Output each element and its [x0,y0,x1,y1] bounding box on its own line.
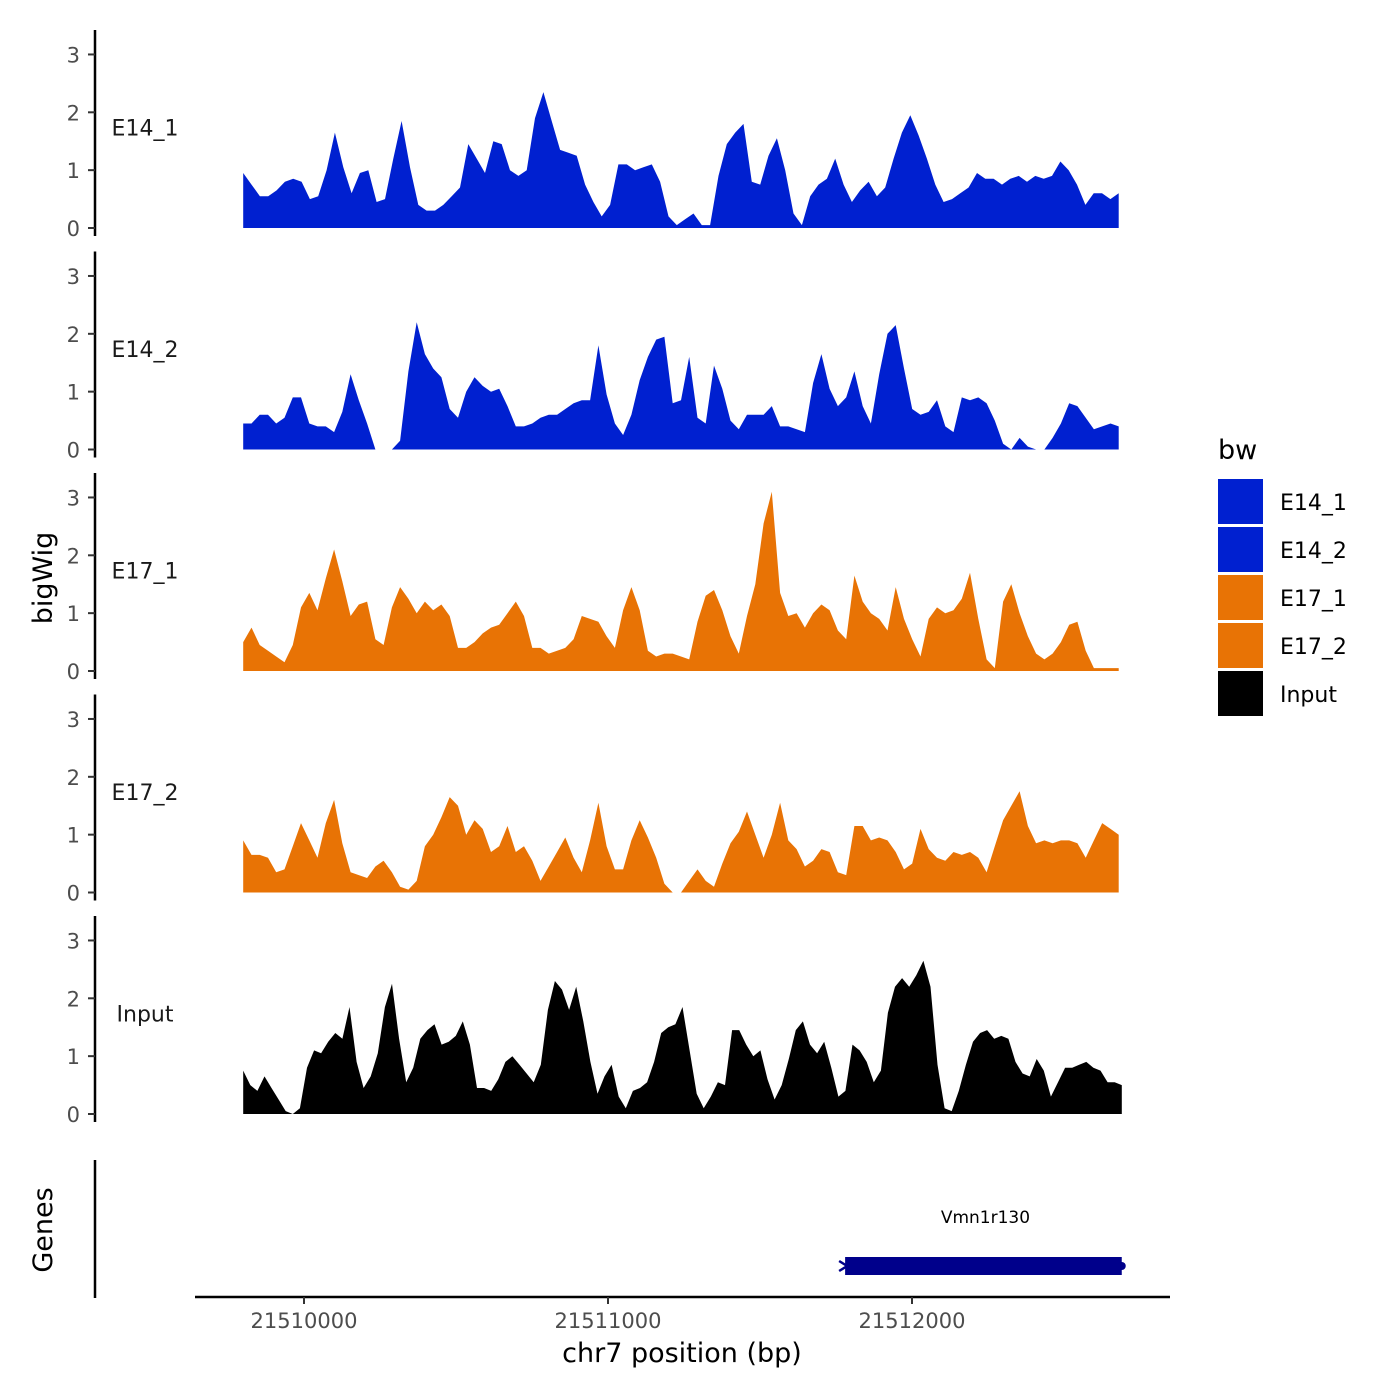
track-label: E14_2 [112,338,179,363]
coverage-area [243,791,1119,893]
gene-track-title: Genes [28,1187,59,1272]
legend-item: E14_2 [1218,527,1347,572]
y-tick-label: 2 [67,987,80,1011]
legend-swatch [1218,479,1263,524]
coverage-area [243,491,1119,671]
y-tick-label: 2 [67,323,80,347]
coverage-tracks: 0 1 2 3 E14_1 0 1 2 3 E14_2 0 1 2 3 E17_1 0 1 2 3 E17_2 0 1 2 3… [67,30,1122,1127]
track-e17-2: 0 1 2 3 E17_2 [67,694,1119,906]
gene-body [845,1257,1122,1275]
track-e17-1: 0 1 2 3 E17_1 [67,473,1119,684]
track-label: E14_1 [112,116,179,141]
y-tick-label: 3 [67,486,80,510]
coverage-area [243,92,1119,228]
y-axis-title: bigWig [28,532,59,625]
y-tick-label: 3 [67,43,80,67]
legend-label: Input [1280,683,1337,708]
y-tick-label: 1 [67,1045,80,1069]
y-tick-label: 0 [67,660,80,684]
y-tick-label: 3 [67,265,80,289]
coverage-area [243,322,1119,450]
y-tick-label: 1 [67,381,80,405]
legend-swatch [1218,623,1263,668]
legend-item: E17_1 [1218,575,1347,620]
legend-swatch [1218,527,1263,572]
x-ticks: 21510000 21511000 21512000 [251,1297,966,1333]
track-e14-1: 0 1 2 3 E14_1 [67,30,1119,241]
gene-track: Genes Vmn1r130 [28,1160,1126,1298]
legend-item: E14_1 [1218,479,1347,524]
y-tick-label: 0 [67,1103,80,1127]
x-tick-label: 21512000 [859,1309,966,1333]
y-tick-label: 2 [67,101,80,125]
y-tick-label: 1 [67,159,80,183]
gene-feature: Vmn1r130 [838,1208,1126,1275]
track-label: E17_2 [112,781,179,806]
y-tick-label: 0 [67,217,80,241]
track-label: Input [117,1002,174,1027]
y-tick-label: 2 [67,544,80,568]
x-axis: 21510000 21511000 21512000 chr7 position (… [195,1295,1170,1369]
gene-features: Vmn1r130 [838,1208,1126,1275]
legend-item: E17_2 [1218,623,1347,668]
track-e14-2: 0 1 2 3 E14_2 [67,251,1119,463]
x-axis-title: chr7 position (bp) [562,1338,802,1369]
y-tick-label: 1 [67,824,80,848]
strand-arrow-icon [838,1259,850,1273]
legend: bw E14_1 E14_2 E17_1 E17_2 Input [1218,435,1347,716]
y-tick-label: 3 [67,708,80,732]
legend-label: E14_2 [1280,539,1347,564]
y-tick-label: 2 [67,766,80,790]
legend-item: Input [1218,671,1337,716]
coverage-area [243,960,1122,1114]
legend-label: E17_1 [1280,587,1347,612]
legend-label: E14_1 [1280,491,1347,516]
y-tick-label: 3 [67,929,80,953]
y-tick-label: 0 [67,882,80,906]
gene-end-mark [1117,1262,1126,1270]
track-input: 0 1 2 3 Input [67,916,1122,1127]
legend-title: bw [1218,435,1257,466]
gene-name-label: Vmn1r130 [941,1208,1030,1228]
legend-swatch [1218,671,1263,716]
legend-swatch [1218,575,1263,620]
y-tick-label: 1 [67,602,80,626]
y-tick-label: 0 [67,439,80,463]
legend-items: E14_1 E14_2 E17_1 E17_2 Input [1218,479,1347,716]
track-label: E17_1 [112,559,179,584]
x-tick-label: 21510000 [251,1309,358,1333]
legend-label: E17_2 [1280,635,1347,660]
x-tick-label: 21511000 [555,1309,662,1333]
